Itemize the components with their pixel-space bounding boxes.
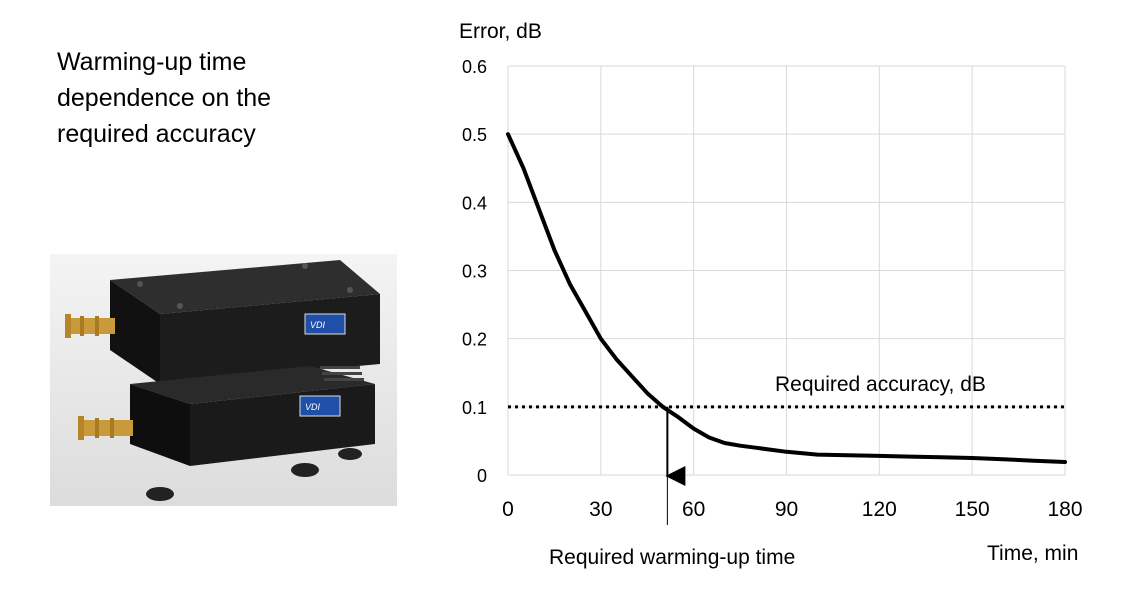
x-tick-label: 180 xyxy=(1047,498,1082,521)
chart-grid xyxy=(507,65,1066,476)
y-tick-label: 0.2 xyxy=(462,330,487,350)
y-axis-label: Error, dB xyxy=(459,20,542,43)
caption-line-1: Warming-up time xyxy=(57,48,247,76)
chart-ticks: 0 30 60 90 120 150 180 0 0.1 0.2 0.3 0.4 0.5 0.6 xyxy=(462,57,1083,521)
x-tick-label: 30 xyxy=(589,498,612,521)
x-tick-label: 90 xyxy=(775,498,798,521)
x-tick-label: 120 xyxy=(862,498,897,521)
y-tick-label: 0.3 xyxy=(462,262,487,282)
caption-line-3: required accuracy xyxy=(57,120,256,148)
error-curve xyxy=(506,132,1067,464)
y-tick-label: 0 xyxy=(477,466,487,486)
warmup-time-label: Required warming-up time xyxy=(549,546,795,569)
device-label-bottom: VDI xyxy=(305,402,321,412)
y-tick-label: 0.4 xyxy=(462,193,487,213)
caption: Warming-up time dependence on the requir… xyxy=(57,44,357,152)
required-accuracy-label: Required accuracy, dB xyxy=(775,373,986,396)
y-tick-label: 0.1 xyxy=(462,398,487,418)
device-photo: VDI VDI xyxy=(50,254,397,506)
device-label-top: VDI xyxy=(310,320,326,330)
y-tick-label: 0.6 xyxy=(462,57,487,77)
x-tick-label: 0 xyxy=(502,498,514,521)
x-axis-label: Time, min xyxy=(987,542,1078,565)
x-tick-label: 150 xyxy=(955,498,990,521)
x-tick-label: 60 xyxy=(682,498,705,521)
y-tick-label: 0.5 xyxy=(462,125,487,145)
caption-line-2: dependence on the xyxy=(57,84,272,112)
